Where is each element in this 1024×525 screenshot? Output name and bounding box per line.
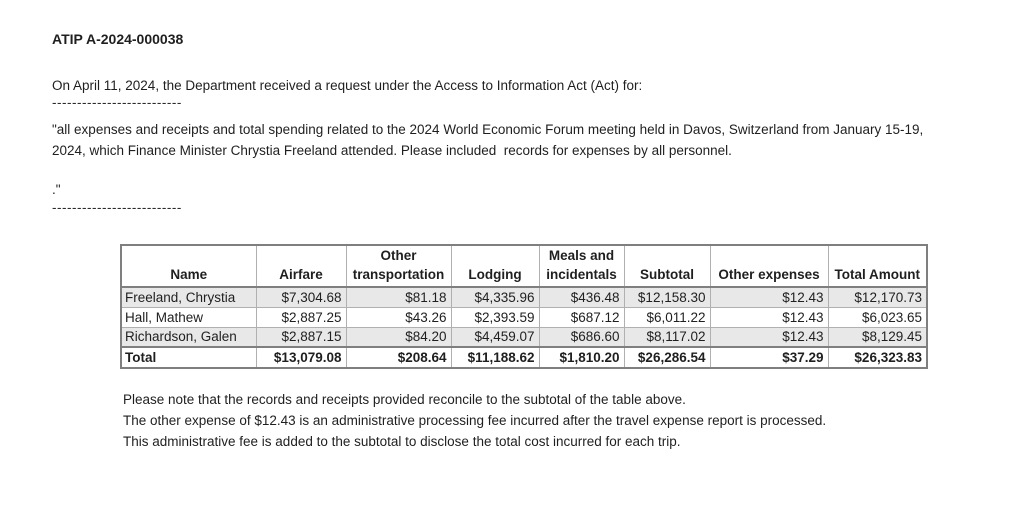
cell-total: $8,129.45: [827, 326, 928, 348]
cell-lodging: $4,335.96: [450, 286, 540, 308]
cell-other-transportation: $81.18: [345, 286, 452, 308]
header-subtotal: Subtotal: [623, 244, 711, 288]
request-quote-text: "all expenses and receipts and total spe…: [52, 122, 928, 158]
header-other-expenses: Other expenses: [709, 244, 829, 288]
dashed-divider-top: --------------------------: [52, 95, 182, 110]
cell-total: $6,023.65: [827, 306, 928, 328]
cell-lodging: $4,459.07: [450, 326, 540, 348]
dashed-divider-bottom: --------------------------: [52, 200, 182, 215]
header-other-transportation: Other transportation: [345, 244, 452, 288]
header-name: Name: [120, 244, 257, 288]
footnotes: Please note that the records and receipt…: [123, 389, 984, 452]
table-row-richardson: Richardson, Galen $2,887.15 $84.20 $4,45…: [120, 326, 928, 348]
atip-reference-number: ATIP A-2024-000038: [52, 31, 184, 47]
cell-other-transportation: $84.20: [345, 326, 452, 348]
cell-name: Hall, Mathew: [120, 306, 257, 328]
cell-total-amount-total: $26,323.83: [827, 346, 928, 369]
request-intro-text: On April 11, 2024, the Department receiv…: [52, 78, 643, 93]
cell-name: Richardson, Galen: [120, 326, 257, 348]
cell-lodging: $2,393.59: [450, 306, 540, 328]
header-total-amount: Total Amount: [827, 244, 928, 288]
cell-meals: $436.48: [538, 286, 625, 308]
cell-meals: $686.60: [538, 326, 625, 348]
cell-other-expenses-total: $37.29: [709, 346, 829, 369]
cell-lodging-total: $11,188.62: [450, 346, 540, 369]
cell-airfare: $7,304.68: [255, 286, 347, 308]
cell-meals: $687.12: [538, 306, 625, 328]
request-quote-close: .": [52, 182, 61, 197]
cell-subtotal: $12,158.30: [623, 286, 711, 308]
header-airfare: Airfare: [255, 244, 347, 288]
cell-subtotal: $6,011.22: [623, 306, 711, 328]
cell-name: Freeland, Chrystia: [120, 286, 257, 308]
cell-airfare: $2,887.25: [255, 306, 347, 328]
cell-subtotal-total: $26,286.54: [623, 346, 711, 369]
cell-other-transportation: $43.26: [345, 306, 452, 328]
cell-subtotal: $8,117.02: [623, 326, 711, 348]
table-row-total: Total $13,079.08 $208.64 $11,188.62 $1,8…: [120, 346, 928, 369]
cell-airfare: $2,887.15: [255, 326, 347, 348]
table-row-freeland: Freeland, Chrystia $7,304.68 $81.18 $4,3…: [120, 286, 928, 308]
expenses-table: Name Airfare Other transportation Lodgin…: [120, 244, 928, 369]
header-meals-incidentals: Meals and incidentals: [538, 244, 625, 288]
cell-total-label: Total: [120, 346, 257, 369]
cell-meals-total: $1,810.20: [538, 346, 625, 369]
cell-other-expenses: $12.43: [709, 326, 829, 348]
header-lodging: Lodging: [450, 244, 540, 288]
table-row-hall: Hall, Mathew $2,887.25 $43.26 $2,393.59 …: [120, 306, 928, 328]
cell-total: $12,170.73: [827, 286, 928, 308]
cell-other-expenses: $12.43: [709, 286, 829, 308]
cell-other-transportation-total: $208.64: [345, 346, 452, 369]
note-line-1: Please note that the records and receipt…: [123, 392, 686, 407]
note-line-3: This administrative fee is added to the …: [123, 434, 681, 449]
cell-other-expenses: $12.43: [709, 306, 829, 328]
cell-airfare-total: $13,079.08: [255, 346, 347, 369]
note-line-2: The other expense of $12.43 is an admini…: [123, 413, 827, 428]
table-header-row: Name Airfare Other transportation Lodgin…: [120, 244, 928, 288]
